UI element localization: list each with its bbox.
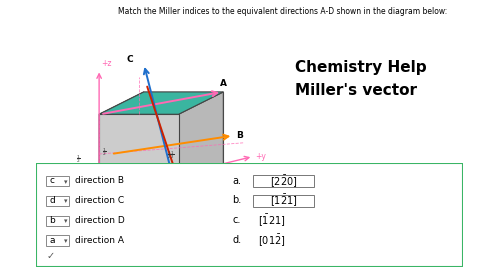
Text: $\frac{1}{2}$: $\frac{1}{2}$ bbox=[76, 153, 81, 164]
Text: $[1\bar{2}1]$: $[1\bar{2}1]$ bbox=[270, 193, 298, 208]
Polygon shape bbox=[99, 92, 223, 114]
Text: a.: a. bbox=[232, 176, 241, 186]
Text: ▾: ▾ bbox=[64, 198, 67, 204]
Text: $\frac{1}{2}$: $\frac{1}{2}$ bbox=[102, 146, 107, 158]
Text: ▾: ▾ bbox=[64, 218, 67, 224]
Polygon shape bbox=[179, 92, 223, 194]
FancyBboxPatch shape bbox=[46, 235, 69, 246]
FancyBboxPatch shape bbox=[46, 176, 69, 186]
Text: A: A bbox=[219, 79, 227, 88]
Polygon shape bbox=[99, 92, 144, 194]
Text: $[\bar{1}21]$: $[\bar{1}21]$ bbox=[258, 212, 286, 228]
Polygon shape bbox=[99, 114, 179, 194]
Text: c.: c. bbox=[232, 215, 241, 225]
Text: direction A: direction A bbox=[75, 235, 124, 245]
Text: Match the Miller indices to the equivalent directions A-D shown in the diagram b: Match the Miller indices to the equivale… bbox=[118, 7, 447, 16]
Text: $\frac{1}{2}\frac{1}{2}$: $\frac{1}{2}\frac{1}{2}$ bbox=[168, 149, 175, 161]
Text: b.: b. bbox=[232, 195, 242, 205]
Text: b: b bbox=[49, 216, 55, 225]
Text: C: C bbox=[126, 55, 133, 64]
Text: $[01\bar{2}]$: $[01\bar{2}]$ bbox=[258, 232, 286, 248]
Text: ▾: ▾ bbox=[64, 179, 67, 185]
Text: +x: +x bbox=[56, 220, 67, 229]
Text: direction B: direction B bbox=[75, 176, 124, 185]
FancyBboxPatch shape bbox=[46, 196, 69, 206]
Text: c: c bbox=[50, 176, 55, 185]
Text: B: B bbox=[236, 131, 242, 140]
Text: Chemistry Help
Miller's vector: Chemistry Help Miller's vector bbox=[295, 60, 426, 97]
Text: direction C: direction C bbox=[75, 196, 124, 205]
Text: ✓: ✓ bbox=[47, 251, 55, 261]
Text: +z: +z bbox=[102, 59, 112, 68]
Text: d.: d. bbox=[232, 235, 241, 245]
FancyBboxPatch shape bbox=[46, 215, 69, 226]
Text: $[2\bar{2}0]$: $[2\bar{2}0]$ bbox=[270, 173, 298, 189]
FancyBboxPatch shape bbox=[253, 195, 314, 207]
Text: direction D: direction D bbox=[75, 216, 125, 225]
Text: d: d bbox=[49, 196, 55, 205]
Polygon shape bbox=[99, 171, 223, 194]
Text: a: a bbox=[49, 235, 55, 245]
FancyBboxPatch shape bbox=[253, 175, 314, 187]
Text: ▾: ▾ bbox=[64, 238, 67, 244]
Text: D: D bbox=[164, 198, 171, 207]
Polygon shape bbox=[144, 92, 223, 171]
Text: +y: +y bbox=[256, 152, 266, 161]
